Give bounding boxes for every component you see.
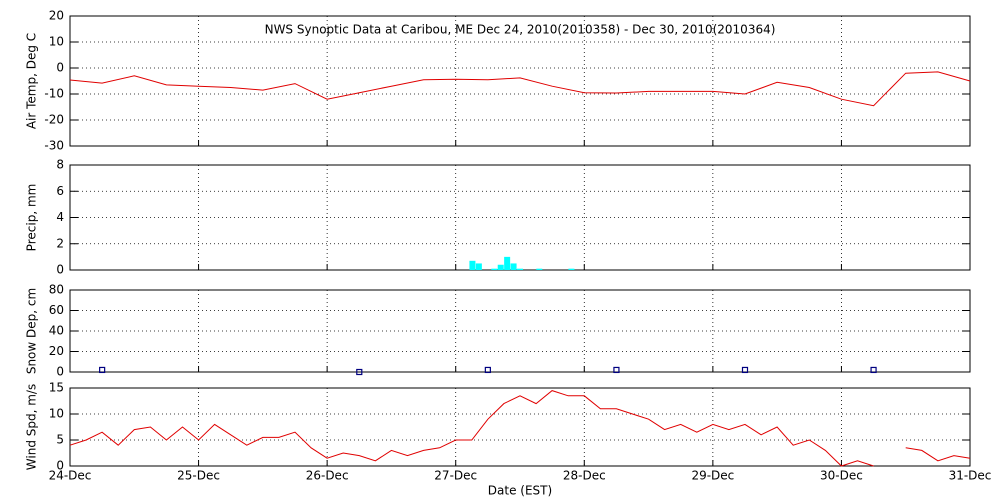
y-tick-label: 5 [56, 433, 64, 447]
point [613, 366, 620, 374]
x-tick-label: 25-Dec [177, 469, 220, 483]
y-tick-label: 0 [56, 365, 64, 379]
y-tick-label: 15 [49, 381, 64, 395]
y-tick-label: 80 [49, 283, 64, 297]
bar [536, 268, 543, 270]
y-axis-label: Precip, mm [25, 184, 39, 252]
y-tick-label: 6 [56, 184, 64, 198]
y-tick-label: 20 [49, 9, 64, 23]
x-tick-label: 29-Dec [691, 469, 734, 483]
point [99, 366, 106, 374]
point [741, 366, 749, 374]
point [356, 368, 363, 376]
y-tick-label: 10 [49, 35, 64, 49]
y-tick-label: 60 [49, 303, 64, 317]
point [870, 366, 877, 374]
y-axis-label: Air Temp, Deg C [25, 33, 39, 129]
chart-title: NWS Synoptic Data at Caribou, ME Dec 24,… [265, 23, 776, 37]
x-tick-label: 30-Dec [820, 469, 863, 483]
point [484, 366, 491, 374]
y-tick-label: -30 [44, 139, 64, 153]
bar [504, 256, 511, 270]
data-line [69, 71, 971, 107]
y-tick-label: -10 [44, 87, 64, 101]
bar [491, 268, 498, 270]
bar [510, 263, 517, 270]
y-axis-label: Snow Dep, cm [25, 288, 39, 374]
y-tick-label: 8 [56, 158, 64, 172]
bar [568, 268, 575, 270]
bar [469, 260, 476, 270]
x-tick-label: 27-Dec [434, 469, 477, 483]
y-tick-label: 2 [56, 236, 64, 250]
x-tick-label: 24-Dec [49, 469, 92, 483]
bar [497, 264, 504, 270]
y-tick-label: 0 [56, 459, 64, 473]
y-tick-label: 4 [56, 210, 64, 224]
bar [517, 268, 523, 270]
y-axis-label: Wind Spd, m/s [25, 384, 39, 470]
data-line [69, 390, 971, 467]
plot-frame [69, 387, 971, 467]
y-tick-label: 20 [49, 344, 64, 358]
y-tick-label: 0 [56, 263, 64, 277]
y-tick-label: 0 [56, 61, 64, 75]
x-axis-label: Date (EST) [488, 484, 552, 498]
y-tick-label: 40 [49, 324, 64, 338]
x-tick-label: 26-Dec [306, 469, 349, 483]
bar [475, 263, 482, 270]
x-tick-label: 31-Dec [949, 469, 992, 483]
x-tick-label: 28-Dec [563, 469, 606, 483]
y-tick-label: 10 [49, 407, 64, 421]
y-tick-label: -20 [44, 113, 64, 127]
